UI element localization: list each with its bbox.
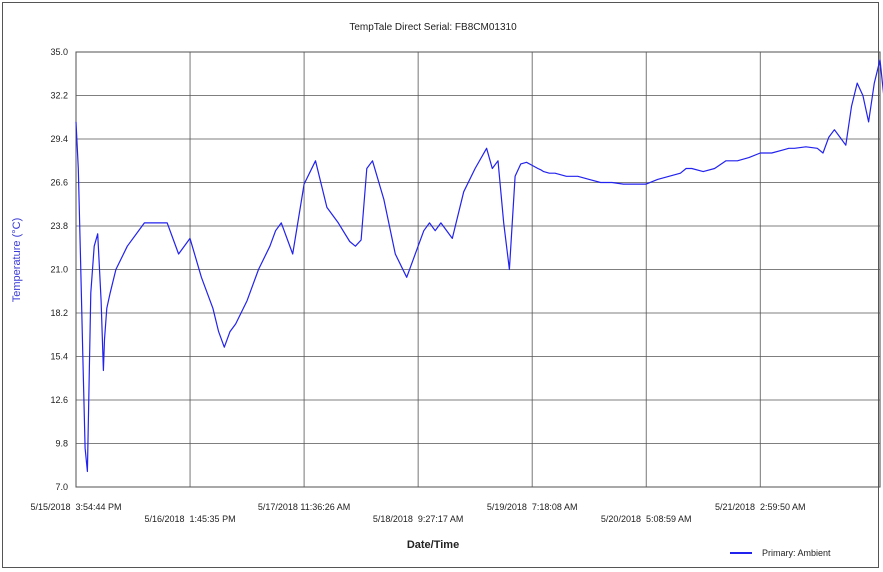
- grid: [75, 51, 881, 488]
- y-tick-label: 32.2: [50, 91, 68, 101]
- y-tick-label: 7.0: [55, 482, 68, 492]
- x-tick-label: 5/19/2018 7:18:08 AM: [487, 502, 578, 512]
- x-tick-label: 5/16/2018 1:45:35 PM: [145, 514, 236, 524]
- y-axis-label: Temperature (°C): [11, 218, 23, 302]
- y-axis-ticks: 35.0 32.2 29.4 26.6 23.8 21.0 18.2 15.4 12.6 9.8 7…: [50, 47, 68, 492]
- x-tick-label: 5/17/2018 11:36:26 AM: [258, 502, 350, 512]
- y-tick-label: 26.6: [50, 178, 68, 188]
- y-tick-label: 21.0: [50, 265, 68, 275]
- y-tick-label: 15.4: [50, 352, 68, 362]
- y-tick-label: 9.8: [55, 439, 68, 449]
- x-tick-label: 5/15/2018 3:54:44 PM: [30, 502, 121, 512]
- y-tick-label: 29.4: [50, 134, 68, 144]
- y-tick-label: 18.2: [50, 308, 68, 318]
- y-tick-label: 12.6: [50, 395, 68, 405]
- y-tick-label: 23.8: [50, 221, 68, 231]
- x-tick-label: 5/20/2018 5:08:59 AM: [601, 514, 692, 524]
- x-tick-label: 5/18/2018 9:27:17 AM: [373, 514, 464, 524]
- legend: Primary: Ambient: [730, 548, 831, 558]
- chart-title: TempTale Direct Serial: FB8CM01310: [349, 22, 517, 33]
- x-axis-ticks: 5/15/2018 3:54:44 PM 5/16/2018 1:45:35 PM…: [30, 502, 805, 524]
- y-tick-label: 35.0: [50, 47, 68, 57]
- x-tick-label: 5/21/2018 2:59:50 AM: [715, 502, 806, 512]
- x-axis-label: Date/Time: [407, 539, 459, 551]
- series-line: [75, 59, 883, 473]
- legend-label: Primary: Ambient: [762, 548, 831, 558]
- series-layer: [75, 59, 883, 473]
